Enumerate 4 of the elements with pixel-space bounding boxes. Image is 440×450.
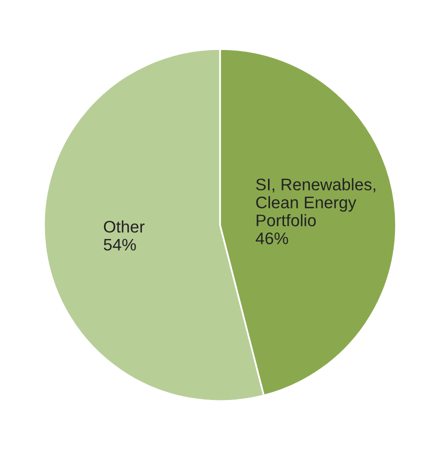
- slice-label: SI, Renewables, Clean Energy Portfolio: [256, 178, 376, 226]
- data-label: 54%: [104, 238, 136, 251]
- data-label: 46%: [256, 232, 288, 244]
- slice-label: Other: [104, 220, 145, 233]
